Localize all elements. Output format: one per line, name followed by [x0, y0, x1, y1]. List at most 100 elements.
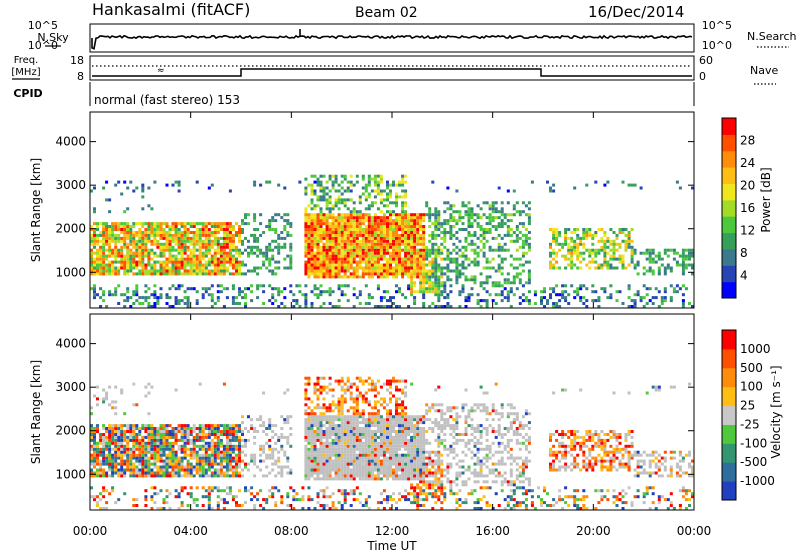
- power-cell: [364, 266, 368, 270]
- power-cell: [612, 251, 616, 255]
- velocity-cell: [132, 382, 136, 386]
- power-cell: [398, 239, 401, 243]
- power-cell: [192, 263, 196, 267]
- power-cell: [307, 236, 311, 240]
- power-cell: [446, 278, 450, 282]
- power-cell: [370, 219, 374, 223]
- power-cell: [370, 260, 374, 264]
- power-cell: [379, 296, 383, 300]
- power-cell: [639, 251, 643, 255]
- power-cell: [150, 228, 154, 231]
- power-cell: [567, 245, 571, 249]
- power-cell: [497, 245, 501, 249]
- velocity-cell: [171, 465, 175, 469]
- power-cell: [376, 225, 380, 228]
- power-cell: [461, 287, 465, 291]
- power-cell: [346, 254, 350, 258]
- velocity-cell: [96, 462, 99, 466]
- velocity-cell: [189, 438, 193, 442]
- power-cell: [386, 219, 389, 223]
- velocity-cell: [319, 418, 323, 422]
- velocity-cell: [204, 468, 208, 472]
- power-cell: [555, 293, 559, 297]
- power-cell: [627, 245, 631, 249]
- velocity-cell: [307, 397, 311, 401]
- power-cell: [552, 233, 556, 237]
- power-cell: [316, 225, 320, 228]
- power-cell: [367, 260, 371, 264]
- velocity-cell: [186, 492, 190, 496]
- power-cell: [162, 263, 166, 267]
- power-cell: [518, 210, 522, 214]
- power-cell: [618, 228, 622, 231]
- power-cell: [352, 272, 356, 276]
- velocity-cell: [201, 486, 205, 490]
- power-cell: [192, 248, 196, 252]
- velocity-cell: [349, 456, 353, 460]
- power-cell: [304, 239, 308, 243]
- power-cell: [144, 266, 148, 270]
- power-cell: [316, 219, 320, 223]
- power-cell: [428, 251, 432, 255]
- velocity-cell: [192, 468, 196, 472]
- power-cell: [171, 225, 175, 228]
- velocity-cell: [316, 376, 320, 380]
- power-cell: [398, 183, 401, 187]
- power-cell: [183, 302, 187, 305]
- power-cell: [159, 242, 163, 246]
- power-cell: [186, 257, 190, 261]
- velocity-cell: [328, 382, 332, 386]
- velocity-cell: [174, 450, 178, 454]
- power-cell: [458, 248, 462, 252]
- velocity-cell: [241, 459, 244, 463]
- velocity-cell: [241, 468, 244, 472]
- power-cell: [207, 272, 211, 276]
- power-cell: [382, 231, 386, 234]
- velocity-cell: [343, 450, 347, 454]
- power-cell: [340, 180, 344, 184]
- velocity-cell: [340, 435, 344, 439]
- velocity-cell: [340, 427, 344, 430]
- power-cell: [244, 216, 247, 220]
- power-cell: [331, 225, 335, 228]
- power-cell: [268, 257, 272, 261]
- velocity-cell: [340, 459, 344, 463]
- power-cell: [313, 287, 317, 291]
- velocity-cell: [322, 450, 326, 454]
- velocity-cell: [358, 441, 362, 445]
- power-cell: [464, 236, 468, 240]
- velocity-cell: [256, 498, 260, 502]
- velocity-cell: [189, 486, 193, 490]
- power-cell: [410, 263, 414, 267]
- velocity-cell: [268, 444, 272, 448]
- power-cell: [395, 305, 398, 308]
- power-cell: [352, 201, 356, 205]
- power-cell: [464, 254, 468, 258]
- power-cell: [407, 275, 411, 279]
- power-cell: [494, 236, 498, 240]
- power-cell: [90, 248, 93, 252]
- power-cell: [669, 248, 673, 252]
- power-cell: [328, 302, 332, 305]
- velocity-cell: [231, 474, 235, 478]
- power-cell: [189, 236, 193, 240]
- power-colorbar-swatch: [722, 216, 736, 234]
- power-cell: [108, 225, 112, 228]
- power-cell: [328, 269, 332, 273]
- velocity-cell: [207, 427, 211, 430]
- power-cell: [389, 201, 392, 205]
- power-cell: [247, 245, 250, 249]
- velocity-cell: [156, 430, 160, 433]
- velocity-cell: [111, 489, 115, 493]
- power-cell: [382, 225, 386, 228]
- power-cell: [630, 245, 634, 249]
- power-cell: [382, 266, 386, 270]
- power-cell: [99, 239, 103, 243]
- power-cell: [410, 281, 414, 285]
- velocity-cell: [304, 444, 308, 448]
- power-cell: [120, 222, 124, 226]
- power-cell: [277, 287, 281, 291]
- power-cell: [461, 204, 465, 208]
- power-cell: [235, 233, 238, 237]
- power-cell: [340, 174, 344, 178]
